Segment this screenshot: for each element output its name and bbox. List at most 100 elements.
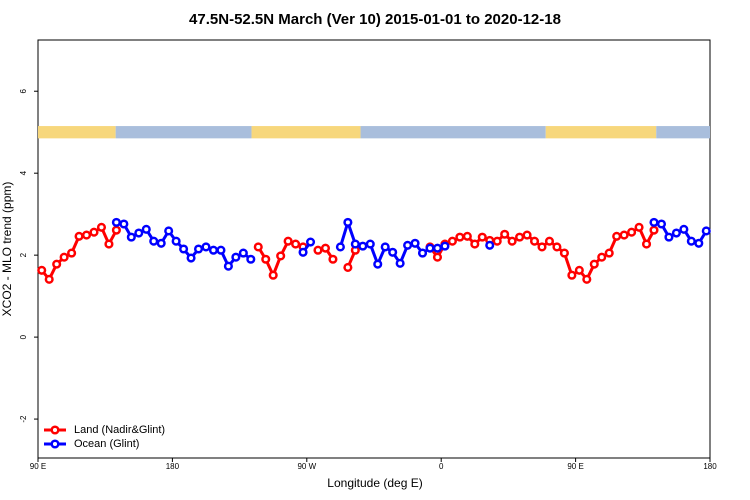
data-point (649, 225, 659, 235)
data-point (694, 238, 704, 248)
y-tick-label: 2 (19, 252, 28, 257)
data-point (193, 244, 204, 254)
y-tick-label: 6 (19, 88, 28, 93)
x-tick-label: 90 W (297, 462, 316, 471)
data-point (119, 219, 129, 229)
data-point (246, 254, 256, 264)
data-point (186, 253, 196, 263)
data-point (686, 236, 696, 246)
data-point (126, 232, 136, 242)
data-point (298, 247, 308, 257)
data-point (238, 248, 248, 258)
data-point (432, 252, 443, 262)
data-point (597, 252, 607, 262)
surface-strip (360, 126, 546, 139)
data-point (671, 228, 681, 238)
data-point (470, 239, 480, 249)
data-point (507, 236, 517, 246)
data-point (343, 217, 353, 227)
data-point (485, 240, 495, 250)
surface-strip (38, 126, 116, 139)
data-point (462, 231, 472, 241)
data-point (440, 241, 450, 251)
data-point (552, 242, 562, 252)
data-point (619, 230, 629, 240)
x-tick-label: 90 E (30, 462, 46, 471)
legend-marker (50, 425, 60, 435)
data-point (231, 252, 241, 262)
data-point (410, 238, 420, 248)
y-tick-label: -2 (19, 415, 28, 423)
legend-label: Ocean (Glint) (74, 438, 139, 450)
data-point (373, 259, 383, 269)
data-point (612, 231, 622, 241)
surface-strip (251, 126, 361, 139)
data-point (627, 227, 637, 237)
x-tick-label: 0 (439, 462, 444, 471)
data-point (179, 244, 189, 254)
data-point (537, 242, 547, 252)
data-point (559, 248, 569, 258)
data-point (529, 236, 540, 246)
data-point (223, 261, 233, 271)
data-point (664, 232, 674, 242)
data-point (477, 232, 487, 242)
data-point (455, 232, 465, 242)
data-point (253, 242, 263, 252)
data-point (358, 241, 368, 251)
data-point (96, 222, 107, 232)
data-point (589, 259, 599, 269)
data-point (283, 236, 293, 246)
y-tick-label: 4 (19, 170, 28, 175)
data-point (515, 232, 525, 242)
data-point (59, 252, 69, 262)
data-point (89, 227, 99, 237)
data-point (604, 248, 614, 258)
legend-item: Land (Nadir&Glint) (44, 424, 165, 436)
data-point (320, 243, 331, 253)
data-point (500, 229, 510, 239)
data-point (388, 247, 398, 257)
data-point (328, 254, 338, 264)
data-point (656, 219, 667, 229)
data-point (268, 270, 278, 280)
data-point (634, 222, 644, 232)
data-point (417, 248, 428, 258)
data-point (701, 226, 711, 236)
data-point (335, 242, 345, 252)
data-point (343, 262, 353, 272)
data-point (574, 265, 584, 275)
data-point (141, 224, 151, 234)
legend-label: Land (Nadir&Glint) (74, 424, 165, 436)
data-point (350, 239, 360, 249)
data-point (365, 239, 375, 249)
data-point (492, 236, 502, 246)
data-point (44, 274, 54, 284)
surface-strip (656, 126, 710, 139)
x-tick-label: 180 (166, 462, 180, 471)
data-point (276, 251, 286, 261)
x-tick-label: 90 E (567, 462, 583, 471)
data-point (380, 242, 390, 252)
data-point (313, 245, 323, 255)
data-point (111, 225, 121, 235)
surface-strip (115, 126, 252, 139)
data-point (74, 231, 84, 241)
data-point (111, 217, 121, 227)
data-point (567, 270, 577, 280)
chart-title: 47.5N-52.5N March (Ver 10) 2015-01-01 to… (189, 11, 561, 28)
data-point (544, 236, 555, 246)
data-point (156, 238, 166, 248)
data-point (171, 236, 181, 246)
data-point (582, 274, 592, 284)
y-tick-label: 0 (19, 334, 28, 339)
data-point (679, 224, 689, 234)
data-point (522, 230, 532, 240)
data-point (37, 265, 47, 275)
data-point (403, 240, 413, 250)
data-point (261, 254, 271, 264)
data-point (432, 243, 443, 253)
data-point (425, 243, 435, 253)
data-point (305, 237, 316, 247)
